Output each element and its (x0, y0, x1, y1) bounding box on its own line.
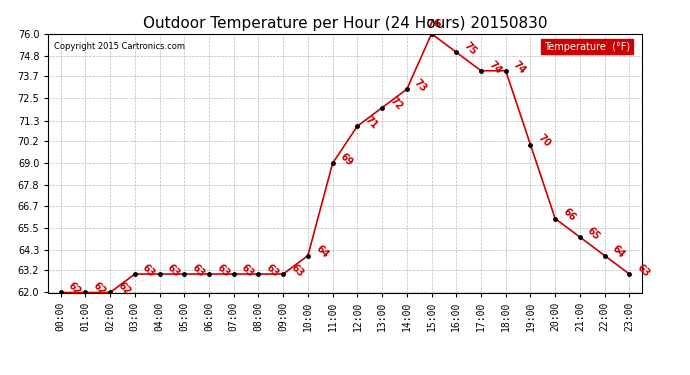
Text: 62: 62 (66, 280, 83, 297)
Text: 62: 62 (91, 280, 108, 297)
Text: 64: 64 (313, 244, 330, 260)
Title: Outdoor Temperature per Hour (24 Hours) 20150830: Outdoor Temperature per Hour (24 Hours) … (143, 16, 547, 31)
Text: 66: 66 (561, 207, 578, 224)
Text: 63: 63 (288, 262, 306, 279)
Text: 63: 63 (264, 262, 281, 279)
Text: 62: 62 (116, 280, 132, 297)
Text: 74: 74 (486, 59, 503, 75)
Text: 75: 75 (462, 40, 478, 57)
Text: 70: 70 (536, 133, 553, 149)
Text: 69: 69 (338, 151, 355, 168)
Text: Copyright 2015 Cartronics.com: Copyright 2015 Cartronics.com (55, 42, 185, 51)
Text: 63: 63 (190, 262, 206, 279)
Text: 63: 63 (239, 262, 256, 279)
Text: 71: 71 (363, 114, 380, 131)
Text: 72: 72 (388, 96, 404, 112)
Text: 63: 63 (165, 262, 181, 279)
Text: 65: 65 (585, 225, 602, 242)
Text: 73: 73 (413, 77, 429, 94)
Text: 64: 64 (610, 244, 627, 260)
Text: 63: 63 (215, 262, 231, 279)
Text: 63: 63 (635, 262, 651, 279)
Text: 63: 63 (140, 262, 157, 279)
Text: Temperature  (°F): Temperature (°F) (544, 42, 630, 51)
Text: 74: 74 (511, 59, 528, 75)
Text: 76: 76 (426, 19, 442, 29)
